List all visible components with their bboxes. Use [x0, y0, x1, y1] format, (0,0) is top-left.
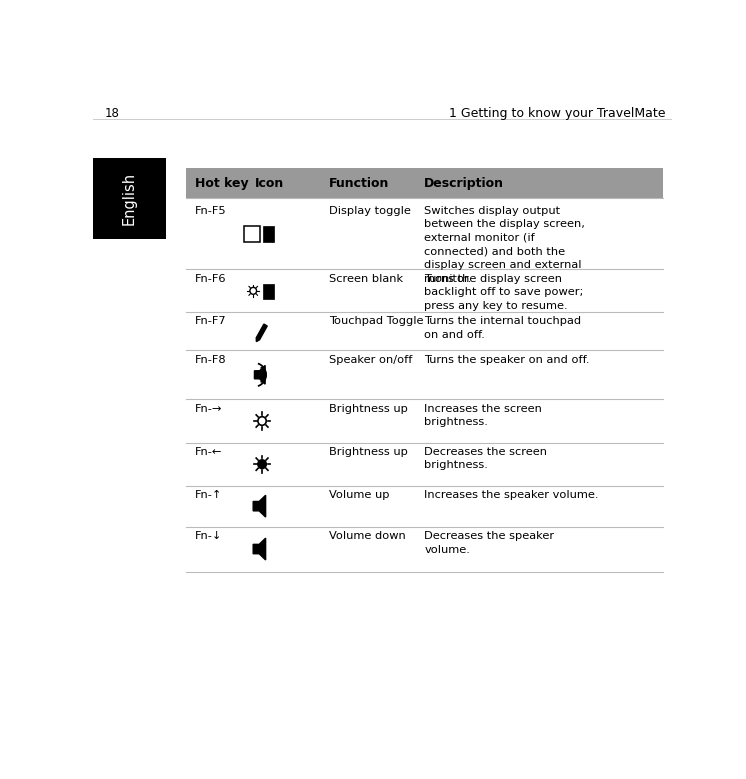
Text: Decreases the speaker
volume.: Decreases the speaker volume.: [424, 531, 554, 555]
Text: Fn-↓: Fn-↓: [195, 531, 222, 541]
Text: Brightness up: Brightness up: [329, 447, 408, 457]
Text: Turns the speaker on and off.: Turns the speaker on and off.: [424, 355, 590, 365]
Text: Turns the internal touchpad
on and off.: Turns the internal touchpad on and off.: [424, 316, 581, 340]
Text: Description: Description: [424, 177, 504, 190]
Circle shape: [258, 460, 266, 468]
Text: Switches display output
between the display screen,
external monitor (if
connect: Switches display output between the disp…: [424, 206, 585, 284]
Text: 18: 18: [104, 107, 119, 120]
Text: Touchpad Toggle: Touchpad Toggle: [329, 316, 423, 326]
Text: Brightness up: Brightness up: [329, 404, 408, 414]
Text: Fn-↑: Fn-↑: [195, 490, 222, 500]
Bar: [244, 226, 260, 242]
Text: Fn-F8: Fn-F8: [195, 355, 227, 365]
Text: Increases the speaker volume.: Increases the speaker volume.: [424, 490, 599, 500]
Text: Volume up: Volume up: [329, 490, 389, 500]
Text: Fn-F5: Fn-F5: [195, 206, 227, 216]
Bar: [263, 226, 274, 242]
Text: Increases the screen
brightness.: Increases the screen brightness.: [424, 404, 542, 428]
Text: Fn-←: Fn-←: [195, 447, 222, 457]
Polygon shape: [254, 365, 265, 384]
Text: Decreases the screen
brightness.: Decreases the screen brightness.: [424, 447, 548, 471]
Text: English: English: [122, 172, 137, 225]
Polygon shape: [257, 324, 267, 340]
Text: Icon: Icon: [255, 177, 284, 190]
Text: Speaker on/off: Speaker on/off: [329, 355, 413, 365]
Text: Fn-F7: Fn-F7: [195, 316, 227, 326]
Bar: [263, 284, 274, 298]
Text: Function: Function: [329, 177, 389, 190]
Text: 1 Getting to know your TravelMate: 1 Getting to know your TravelMate: [449, 107, 665, 120]
Text: Screen blank: Screen blank: [329, 273, 403, 284]
Text: Fn-F6: Fn-F6: [195, 273, 227, 284]
Polygon shape: [257, 338, 260, 342]
Polygon shape: [253, 538, 266, 560]
Bar: [186, 168, 662, 199]
Text: Display toggle: Display toggle: [329, 206, 411, 216]
Polygon shape: [253, 495, 266, 517]
Text: Fn-→: Fn-→: [195, 404, 222, 414]
Text: Hot key: Hot key: [195, 177, 249, 190]
Text: Turns the display screen
backlight off to save power;
press any key to resume.: Turns the display screen backlight off t…: [424, 273, 583, 311]
Text: Volume down: Volume down: [329, 531, 406, 541]
Bar: [93, 158, 166, 238]
